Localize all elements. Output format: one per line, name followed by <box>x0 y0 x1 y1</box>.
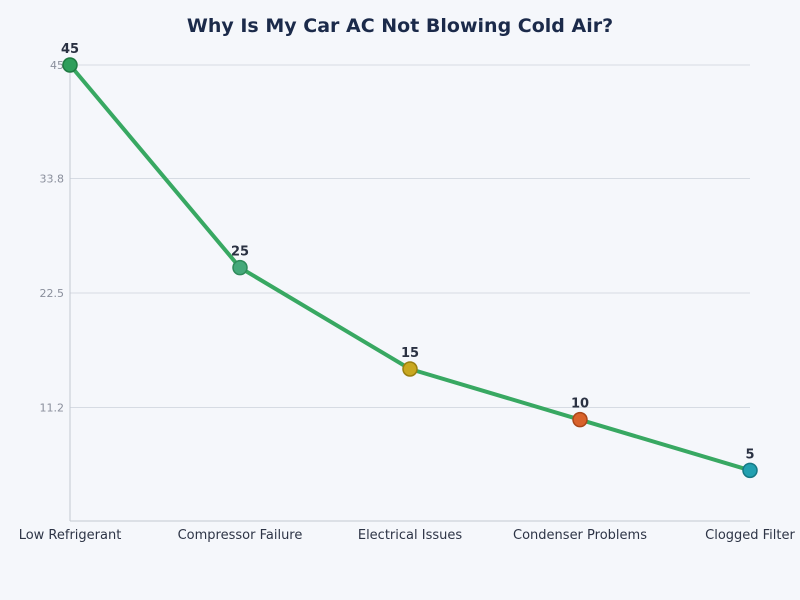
data-point <box>232 259 248 276</box>
data-point <box>62 57 78 73</box>
data-point <box>402 361 418 377</box>
y-tick-label: 11.2 <box>40 402 65 415</box>
y-tick-label: 22.5 <box>40 287 65 300</box>
data-point <box>572 411 588 428</box>
series-line <box>68 63 751 473</box>
data-point <box>742 462 758 479</box>
x-tick-label: Electrical Issues <box>358 528 463 543</box>
data-label: 15 <box>401 346 419 361</box>
data-label: 45 <box>61 42 79 57</box>
y-tick-label: 45 <box>50 59 64 72</box>
y-tick-label: 33.8 <box>40 172 65 185</box>
data-label: 5 <box>745 447 754 462</box>
chart-title: Why Is My Car AC Not Blowing Cold Air? <box>186 15 614 37</box>
data-label: 25 <box>231 245 249 260</box>
x-tick-label: Condenser Problems <box>513 528 647 543</box>
x-tick-label: Low Refrigerant <box>19 528 122 543</box>
x-tick-label: Clogged Filter <box>705 528 795 543</box>
data-label: 10 <box>571 397 589 412</box>
x-tick-label: Compressor Failure <box>178 528 303 543</box>
